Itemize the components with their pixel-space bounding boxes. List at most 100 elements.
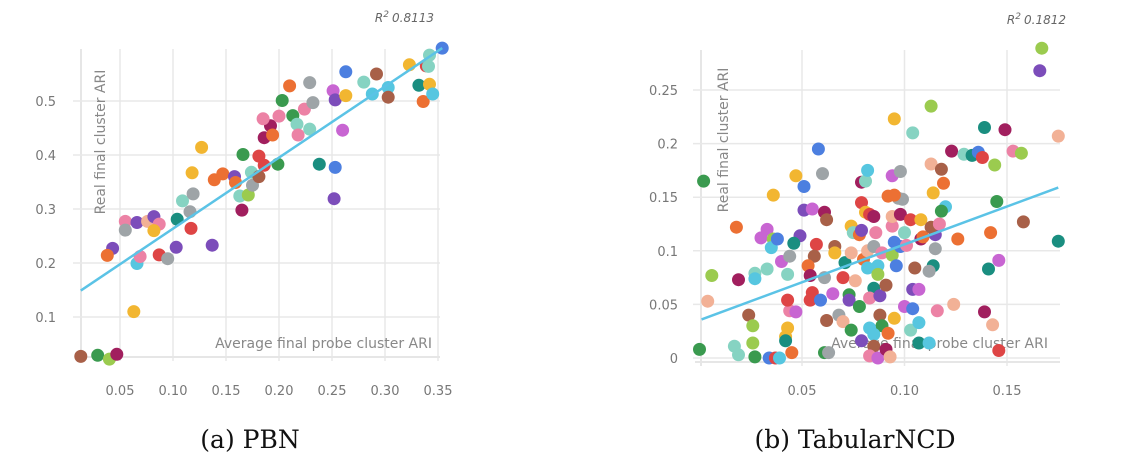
data-point bbox=[370, 67, 383, 81]
data-point bbox=[887, 311, 901, 325]
data-point bbox=[930, 304, 944, 318]
data-point bbox=[855, 223, 868, 237]
data-point bbox=[327, 192, 341, 206]
data-point bbox=[861, 163, 875, 177]
data-point bbox=[693, 342, 706, 356]
data-point bbox=[789, 169, 803, 183]
data-point bbox=[867, 339, 881, 353]
data-point bbox=[836, 271, 850, 285]
data-point bbox=[871, 267, 885, 281]
data-point bbox=[303, 122, 317, 136]
data-point bbox=[290, 117, 304, 131]
data-point bbox=[978, 305, 991, 319]
data-point bbox=[906, 302, 920, 316]
r-squared-superscript: 2 bbox=[1015, 12, 1021, 22]
data-point bbox=[848, 274, 862, 288]
data-point bbox=[748, 272, 762, 286]
data-point bbox=[801, 259, 815, 273]
data-point bbox=[339, 89, 353, 103]
data-point bbox=[811, 142, 825, 156]
r-squared-value: 0.8113 bbox=[392, 11, 434, 25]
x-tick-label: 0.35 bbox=[424, 384, 453, 399]
data-point bbox=[922, 264, 936, 278]
data-point bbox=[986, 318, 1000, 332]
data-point bbox=[127, 305, 141, 319]
data-point bbox=[822, 346, 836, 360]
x-tick-label: 0.10 bbox=[890, 384, 919, 399]
data-point bbox=[912, 316, 926, 330]
data-point bbox=[303, 76, 317, 90]
data-point bbox=[176, 194, 189, 208]
data-point bbox=[412, 78, 426, 92]
data-point bbox=[859, 174, 872, 188]
data-point bbox=[887, 188, 901, 202]
data-point bbox=[898, 226, 911, 240]
data-point bbox=[861, 261, 875, 275]
x-axis-title: Average final probe cluster ARI bbox=[215, 336, 432, 352]
data-point bbox=[855, 334, 868, 348]
y-tick-label: 0.2 bbox=[35, 257, 56, 272]
data-point bbox=[422, 59, 435, 73]
data-point bbox=[760, 262, 774, 276]
data-point bbox=[912, 282, 926, 296]
data-point bbox=[807, 249, 821, 263]
data-point bbox=[275, 94, 289, 107]
data-point bbox=[881, 326, 895, 340]
y-tick-label: 0.4 bbox=[35, 149, 56, 164]
data-point bbox=[312, 157, 326, 171]
x-tick-label: 0.25 bbox=[318, 384, 347, 399]
data-point bbox=[904, 323, 918, 337]
data-point bbox=[988, 158, 1002, 172]
data-point bbox=[742, 308, 756, 322]
data-point bbox=[426, 87, 440, 101]
data-point bbox=[947, 297, 961, 311]
data-point bbox=[869, 226, 883, 240]
r-squared-symbol: R bbox=[375, 11, 383, 25]
data-point bbox=[904, 213, 918, 227]
y-axis-title: Real final cluster ARI bbox=[716, 68, 732, 213]
y-tick-label: 0 bbox=[670, 352, 678, 367]
x-tick-label: 0.15 bbox=[993, 384, 1022, 399]
data-point bbox=[781, 267, 795, 281]
data-point bbox=[922, 336, 936, 350]
data-point bbox=[787, 236, 801, 250]
data-point bbox=[912, 336, 926, 350]
data-point bbox=[748, 350, 762, 364]
data-point bbox=[863, 291, 877, 305]
figure-caption: (b) TabularNCD bbox=[754, 425, 955, 454]
data-point bbox=[161, 252, 175, 266]
data-point bbox=[256, 112, 270, 126]
data-point bbox=[732, 273, 745, 287]
data-point bbox=[746, 336, 760, 350]
data-point bbox=[147, 224, 161, 238]
y-tick-label: 0.2 bbox=[657, 138, 678, 153]
data-point bbox=[826, 287, 840, 301]
chart-tabularncd: 0.05 0.10 0.15 0 0.05 0.1 0.15 0.2 0.25 Real fina… bbox=[649, 12, 1066, 454]
data-point bbox=[992, 344, 1006, 357]
data-point bbox=[100, 248, 114, 262]
data-point bbox=[998, 123, 1012, 137]
data-point bbox=[844, 323, 858, 337]
x-tick-label: 0.10 bbox=[159, 384, 188, 399]
data-point bbox=[879, 278, 893, 292]
r-squared-label: R2 0.8113 bbox=[375, 10, 434, 25]
data-point bbox=[914, 213, 928, 227]
data-point bbox=[893, 165, 907, 178]
data-point bbox=[887, 112, 901, 126]
data-point bbox=[867, 327, 881, 341]
data-point bbox=[932, 217, 946, 231]
data-point bbox=[883, 350, 897, 364]
data-point bbox=[779, 334, 793, 348]
data-point bbox=[185, 166, 199, 180]
data-point bbox=[1051, 234, 1065, 248]
y-tick-label: 0.1 bbox=[35, 311, 56, 326]
data-point bbox=[1014, 146, 1028, 160]
data-point bbox=[820, 314, 834, 327]
data-point bbox=[982, 262, 995, 276]
y-tick-label: 0.25 bbox=[649, 84, 678, 99]
data-point bbox=[306, 96, 320, 110]
data-point bbox=[820, 213, 834, 227]
trend-line bbox=[80, 47, 443, 292]
data-point bbox=[272, 109, 286, 123]
